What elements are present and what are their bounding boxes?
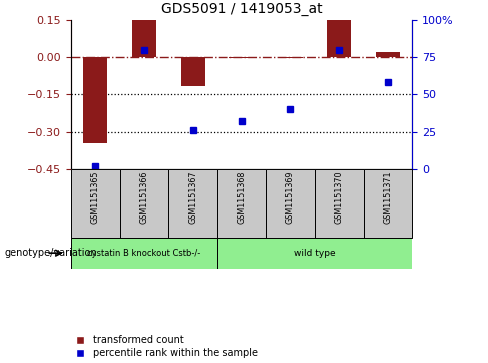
Text: GSM1151370: GSM1151370	[335, 171, 344, 224]
Text: GSM1151366: GSM1151366	[140, 171, 148, 224]
Bar	[217, 238, 412, 269]
Text: GSM1151368: GSM1151368	[237, 171, 246, 224]
Legend: transformed count, percentile rank within the sample: transformed count, percentile rank withi…	[71, 335, 258, 358]
Title: GDS5091 / 1419053_at: GDS5091 / 1419053_at	[161, 2, 323, 16]
Text: GSM1151369: GSM1151369	[286, 171, 295, 224]
Bar	[181, 57, 205, 86]
Bar	[278, 57, 303, 58]
Text: wild type: wild type	[294, 249, 336, 258]
Bar	[71, 238, 217, 269]
Bar	[71, 169, 120, 238]
Bar	[327, 20, 351, 57]
Text: cystatin B knockout Cstb-/-: cystatin B knockout Cstb-/-	[87, 249, 201, 258]
Text: GSM1151367: GSM1151367	[188, 171, 197, 224]
Bar	[83, 57, 107, 143]
Bar	[120, 169, 168, 238]
Text: GSM1151365: GSM1151365	[91, 171, 100, 224]
Bar	[364, 169, 412, 238]
Bar	[168, 169, 217, 238]
Bar	[132, 20, 156, 57]
Bar	[376, 52, 400, 57]
Bar	[315, 169, 364, 238]
Bar	[229, 57, 254, 58]
Text: GSM1151371: GSM1151371	[384, 171, 392, 224]
Text: genotype/variation: genotype/variation	[5, 248, 98, 258]
Bar	[266, 169, 315, 238]
Bar	[217, 169, 266, 238]
